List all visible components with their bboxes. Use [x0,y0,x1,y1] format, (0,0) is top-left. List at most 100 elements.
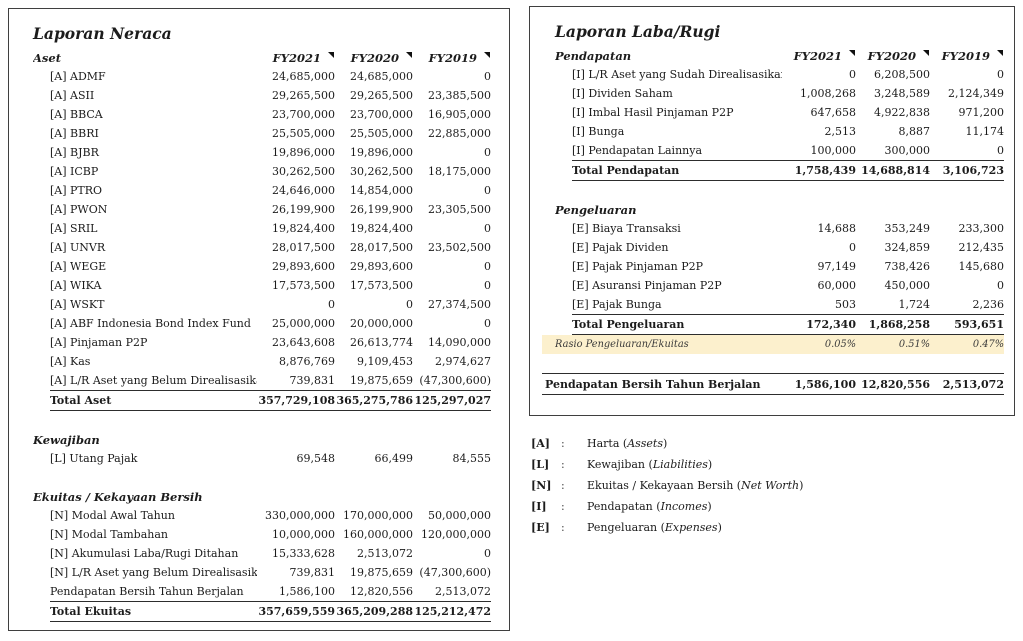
ratio-row: Rasio Pengeluaran/Ekuitas 0.05% 0.51% 0.47% [542,335,1004,354]
value-cell: 450,000 [884,279,931,292]
value-cell: 971,200 [958,106,1005,119]
table-row: [N] Modal Awal Tahun 330,000,000 170,000,0… [33,506,491,525]
value-cell: (47,300,600) [419,566,491,579]
value-cell: 11,174 [965,125,1005,138]
section-row: Ekuitas / Kekayaan Bersih [33,487,491,506]
fy-column-header-label: FY2019 [428,50,477,65]
value-cell: 14,090,000 [428,336,491,349]
value-cell: 30,262,500 [350,165,413,178]
table-row: [A] WIKA 17,573,500 17,573,500 0 [33,276,491,295]
balance-sheet-panel: Laporan Neraca Aset FY2021 FY2020 FY2019 [A]… [8,8,510,631]
value-cell: (47,300,600) [419,374,491,387]
legend-eng-term: Liabilities [652,458,708,471]
fy-column-header-label: FY2020 [867,48,916,63]
value-cell: 17,573,500 [272,279,335,292]
value-cell: 84,555 [452,452,492,465]
value-cell: 50,000,000 [428,509,491,522]
row-label: [N] Akumulasi Laba/Rugi Ditahan [50,547,239,560]
table-row: [E] Asuransi Pinjaman P2P 60,000 450,000 0 [555,276,1004,295]
table-row: [N] Akumulasi Laba/Rugi Ditahan 15,333,62… [33,544,491,563]
row-label: [E] Biaya Transaksi [572,222,681,235]
table-row: Pendapatan Bersih Tahun Berjalan 1,586,10… [33,582,491,601]
table-row: [A] ADMF 24,685,000 24,685,000 0 [33,67,491,86]
total-row: Total Ekuitas 357,659,559 365,209,288 125,2… [50,601,491,622]
value-cell: 27,374,500 [428,298,491,311]
note-triangle-icon [849,49,855,56]
value-cell: 14,688 [817,222,857,235]
section-row: Kewajiban [33,430,491,449]
value-cell: 739,831 [289,374,336,387]
legend-item: [E]: Pengeluaran (Expenses) [531,517,803,538]
row-label: [A] SRIL [50,222,98,235]
table-row: [A] L/R Aset yang Belum Direalisasikan 73… [33,371,491,390]
row-label: Pendapatan Bersih Tahun Berjalan [50,585,244,598]
value-cell: 23,305,500 [428,203,491,216]
value-cell: 0 [328,298,335,311]
table-row: [N] L/R Aset yang Belum Direalisasikan 73… [33,563,491,582]
value-cell: 19,896,000 [272,146,335,159]
value-cell: 3,248,589 [874,87,930,100]
table-row: [A] Pinjaman P2P 23,643,608 26,613,774 14,0… [33,333,491,352]
value-cell: 29,265,500 [350,89,413,102]
legend-eng-term: Expenses [664,521,718,534]
row-label: [A] PWON [50,203,108,216]
value-cell: 19,875,659 [350,566,413,579]
table-row: [A] ABF Indonesia Bond Index Fund 25,000,… [33,314,491,333]
legend-separator: : [561,479,565,492]
value-cell: 365,209,288 [336,605,413,618]
fy-column-header: FY2021 [782,49,856,63]
value-cell: 1,758,439 [794,164,856,177]
value-cell: 23,385,500 [428,89,491,102]
value-cell: 2,124,349 [948,87,1004,100]
table-row: [I] Dividen Saham 1,008,268 3,248,589 2,124… [555,84,1004,103]
value-cell: 593,651 [954,318,1004,331]
row-label: [I] Pendapatan Lainnya [572,144,703,157]
table-row: [A] SRIL 19,824,400 19,824,400 0 [33,219,491,238]
value-cell: 300,000 [884,144,931,157]
table-row: [A] ASII 29,265,500 29,265,500 23,385,500 [33,86,491,105]
row-label: Pengeluaran [555,202,637,217]
value-cell: 0 [484,146,491,159]
value-cell: 0 [849,68,856,81]
fy-column-header: FY2019 [930,49,1004,63]
value-cell: 12,820,556 [350,585,413,598]
income-statement-table: Pendapatan FY2021 FY2020 FY2019 [I] L/R Aset… [542,46,1005,395]
row-label: [N] Modal Awal Tahun [50,509,175,522]
value-cell: 69,548 [296,452,336,465]
table-row: [A] WEGE 29,893,600 29,893,600 0 [33,257,491,276]
value-cell: 25,505,000 [272,127,335,140]
table-row: [A] ICBP 30,262,500 30,262,500 18,175,000 [33,162,491,181]
legend-code: [E] [531,521,550,534]
fy-column-header-label: FY2019 [941,48,990,63]
legend-separator: : [561,521,565,534]
note-triangle-icon [923,49,929,56]
value-cell: 25,505,000 [350,127,413,140]
value-cell: 145,680 [958,260,1005,273]
row-label: [A] PTRO [50,184,103,197]
row-label: [E] Pajak Pinjaman P2P [572,260,704,273]
value-cell: 212,435 [958,241,1005,254]
row-label: [A] Kas [50,355,91,368]
value-cell: 22,885,000 [428,127,491,140]
value-cell: 8,876,769 [279,355,335,368]
legend-text: Kewajiban (Liabilities) [587,458,713,471]
legend-text: Pengeluaran (Expenses) [587,521,722,534]
section-row: Pengeluaran [555,200,1004,219]
row-label: [A] ICBP [50,165,99,178]
value-cell: 60,000 [817,279,857,292]
total-row: Total Aset 357,729,108 365,275,786 125,297,… [50,390,491,411]
value-cell: 19,896,000 [350,146,413,159]
legend-code: [L] [531,458,550,471]
value-cell: 26,199,900 [350,203,413,216]
value-cell: 0.51% [898,339,930,350]
value-cell: 12,820,556 [861,377,930,391]
table-row: [A] BJBR 19,896,000 19,896,000 0 [33,143,491,162]
value-cell: 19,875,659 [350,374,413,387]
row-label: [I] Dividen Saham [572,87,673,100]
value-cell: 25,000,000 [272,317,335,330]
note-triangle-icon [997,49,1003,56]
table-row: [A] UNVR 28,017,500 28,017,500 23,502,500 [33,238,491,257]
row-label: [E] Pajak Dividen [572,241,669,254]
value-cell: 0 [484,222,491,235]
